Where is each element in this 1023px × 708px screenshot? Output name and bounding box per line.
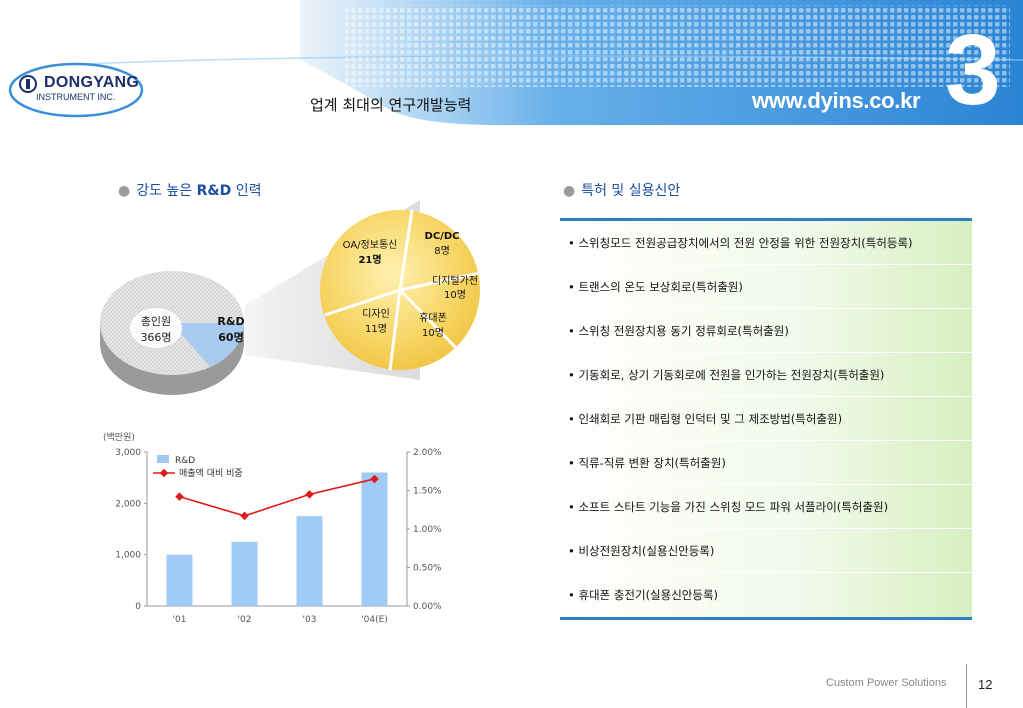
logo-subtitle: INSTRUMENT INC. xyxy=(36,92,116,102)
list-item: • 비상전원장치(실용신안등록) xyxy=(560,529,972,573)
list-item: • 인쇄회로 기판 매립형 인덕터 및 그 제조방법(특허출원) xyxy=(560,397,972,441)
y-tick-label-right: 1.50% xyxy=(413,487,442,497)
rd-staff-label: R&D xyxy=(217,315,244,328)
page-title: 업계 최대의 연구개발능력 xyxy=(310,96,472,114)
list-item: • 스위칭 전원장치용 동기 정류회로(특허출원) xyxy=(560,309,972,353)
slice-name-design: 디자인 xyxy=(362,308,390,320)
website-url[interactable]: www.dyins.co.kr xyxy=(752,88,921,113)
rd-staff-value: 60명 xyxy=(218,330,243,344)
bullet-circle-icon: ● xyxy=(118,183,131,199)
section-number: 3 xyxy=(945,14,1001,126)
patent-list: • 스위칭모드 전원공급장치에서의 전원 안정을 위한 전원장치(특허등록) •… xyxy=(560,218,972,620)
logo-name: DONGYANG xyxy=(44,74,140,91)
legend-bar-swatch xyxy=(157,455,169,463)
bar-1 xyxy=(231,541,258,606)
logo-ellipse xyxy=(8,62,144,118)
header-graphic xyxy=(59,0,1023,125)
x-tick-label: '04(E) xyxy=(361,615,388,625)
slice-name-dcdc: DC/DC xyxy=(425,231,460,242)
slide-header: DONGYANG INSTRUMENT INC. 업계 최대의 연구개발능력 w… xyxy=(0,0,1023,125)
y-tick-label-left: 3,000 xyxy=(115,448,141,458)
y-tick-label-right: 0.50% xyxy=(413,564,442,574)
total-staff-label: 총인원 xyxy=(141,315,171,328)
x-tick-label: '03 xyxy=(303,615,317,625)
x-tick-label: '01 xyxy=(173,615,187,625)
company-logo: DONGYANG INSTRUMENT INC. xyxy=(8,62,144,118)
y-tick-label-left: 2,000 xyxy=(115,499,141,509)
slice-value-design: 11명 xyxy=(365,323,387,335)
chart-line xyxy=(175,474,379,521)
line-point-1 xyxy=(240,511,249,521)
bullet-circle-icon: ● xyxy=(563,183,576,199)
list-item: • 트랜스의 온도 보상회로(특허출원) xyxy=(560,265,972,309)
total-staff-value: 366명 xyxy=(140,331,171,344)
slice-value-mobile: 10명 xyxy=(422,327,444,339)
bar-2 xyxy=(296,516,323,606)
rd-staff-heading: ● 강도 높은 R&D 인력 xyxy=(118,183,262,199)
chart-unit-label: (백만원) xyxy=(103,432,135,443)
slice-name-digital: 디지털가전 xyxy=(432,275,478,287)
legend-bar-label: R&D xyxy=(175,456,195,466)
list-item: • 직류-직류 변환 장치(특허출원) xyxy=(560,441,972,485)
list-item: • 스위칭모드 전원공급장치에서의 전원 안정을 위한 전원장치(특허등록) xyxy=(560,221,972,265)
y-tick-label-left: 0 xyxy=(135,602,141,612)
chart-legend: R&D 매출액 대비 비중 xyxy=(153,455,243,479)
page-number: 12 xyxy=(978,677,993,692)
y-tick-label-left: 1,000 xyxy=(115,551,141,561)
patent-heading: ● 특허 및 실용신안 xyxy=(563,183,681,199)
line-point-3 xyxy=(370,474,379,484)
slice-name-oa: OA/정보통신 xyxy=(343,239,398,251)
y-tick-label-right: 0.00% xyxy=(413,602,442,612)
legend-line-label: 매출액 대비 비중 xyxy=(179,467,243,479)
y-tick-label-right: 2.00% xyxy=(413,448,442,458)
detail-pie-dividers xyxy=(324,209,481,371)
list-item: • 휴대폰 충전기(실용신안등록) xyxy=(560,573,972,617)
footer-tagline: Custom Power Solutions xyxy=(826,677,947,689)
series-line xyxy=(179,478,375,517)
bar-3 xyxy=(361,472,388,606)
rd-investment-chart: (백만원) 0 1,000 2,000 3,000 0.00% 0.50% 1.00% 1.5… xyxy=(103,432,442,625)
footer-divider xyxy=(966,664,967,708)
chart-bars xyxy=(166,472,388,606)
list-item: • 소프트 스타트 기능을 가진 스위칭 모드 파워 서플라이(특허출원) xyxy=(560,485,972,529)
staff-pie-diagram: 총인원 366명 R&D 60명 OA/정보통신 21명 DC/DC 8명 디지… xyxy=(100,200,481,395)
bar-0 xyxy=(166,554,193,606)
x-tick-label: '02 xyxy=(238,615,252,625)
slice-value-digital: 10명 xyxy=(444,289,466,301)
slice-value-dcdc: 8명 xyxy=(434,245,450,257)
main-pie-rd-slice xyxy=(172,323,244,367)
line-point-0 xyxy=(175,492,184,501)
list-item: • 기동회로, 상기 기동회로에 전원을 인가하는 전원장치(특허출원) xyxy=(560,353,972,397)
slice-name-mobile: 휴대폰 xyxy=(419,312,447,324)
slice-value-oa: 21명 xyxy=(358,253,381,266)
line-point-2 xyxy=(305,490,314,499)
y-tick-label-right: 1.00% xyxy=(413,525,442,535)
